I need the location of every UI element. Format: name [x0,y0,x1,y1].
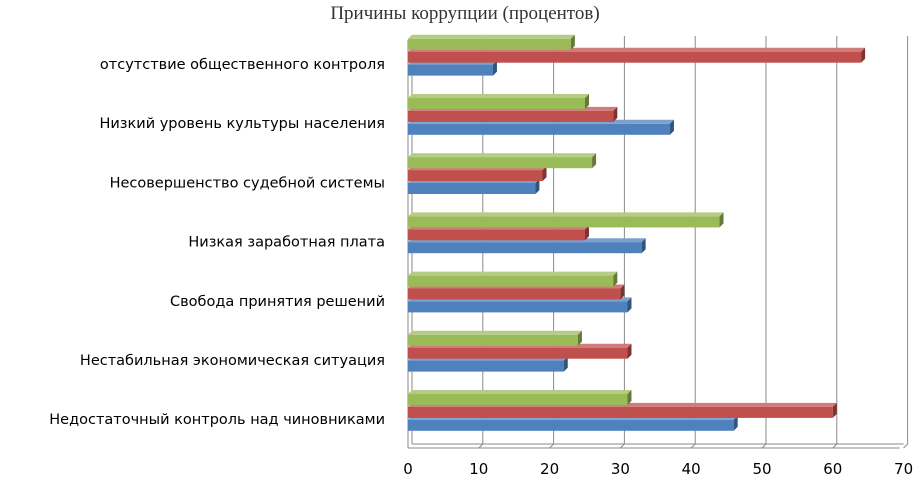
category-label: Нестабильная экономическая ситуация [80,353,385,369]
bar [408,153,597,169]
bar [408,179,540,194]
x-tick-label: 40 [682,460,701,478]
bar-end-face [570,34,575,50]
bar-front-face [408,394,628,405]
bar [408,212,724,228]
x-tick-label: 50 [752,460,771,478]
category-label: Низкий уровень культуры населения [99,116,385,132]
bar-end-face [492,60,497,76]
bar [408,225,589,241]
gridline-floor [549,443,554,449]
bar-end-face [627,343,632,359]
bar-front-face [408,51,862,63]
bar [408,297,632,313]
gridline-floor [478,443,484,449]
bar-top-face [408,390,632,394]
bar [408,390,632,405]
bar-front-face [408,275,614,287]
bar-end-face [627,390,632,405]
bar-end-face [669,119,674,135]
bar-front-face [408,360,564,372]
bar-end-face [627,297,632,313]
bar [408,402,837,418]
bar [408,166,547,182]
bar-front-face [408,406,833,418]
bar [408,94,589,109]
bar [408,330,582,346]
x-tick-label: 60 [823,460,842,478]
bar-top-face [408,34,575,39]
bar [408,106,618,122]
bar-end-face [719,212,724,228]
bar-front-face [408,110,614,122]
gridline-floor [620,443,625,449]
bar-end-face [620,284,625,300]
bar [408,238,646,254]
bar-front-face [408,98,585,109]
bar [408,34,575,50]
bar [408,60,497,76]
bar-end-face [577,330,582,346]
bar-top-face [408,153,597,158]
x-tick-label: 30 [611,460,630,478]
bar [408,343,632,359]
bar-end-face [733,415,738,431]
bar-front-face [408,216,720,228]
bar-end-face [535,179,540,194]
category-label: Недостаточный контроль над чиновниками [49,412,385,428]
bar-end-face [613,106,618,122]
bar-front-face [408,38,571,50]
gridline-floor [832,443,838,449]
category-label: Свобода принятия решений [170,294,385,310]
category-label: Несовершенство судебной системы [110,175,385,191]
bar [408,284,625,300]
bar-end-face [563,356,568,372]
bars [408,34,866,431]
bar-top-face [408,271,618,276]
x-tick-label: 10 [469,460,488,478]
bar [408,356,568,372]
bar-front-face [408,170,543,182]
bar-front-face [408,157,593,169]
bar-top-face [408,330,582,335]
bar-front-face [408,123,670,135]
bar-front-face [408,334,578,346]
bar [408,415,738,431]
category-label: Низкая заработная плата [188,235,385,251]
bar-front-face [408,419,734,431]
category-label: отсутствие общественного контроля [100,57,385,73]
bar-end-face [613,271,618,287]
bar-end-face [585,225,589,241]
bar-front-face [408,347,628,359]
bar-top-face [408,94,589,98]
x-tick-labels: 0 10 20 30 40 50 60 70 [403,460,913,478]
bar-front-face [408,288,621,300]
bar-end-face [832,402,837,418]
bar-front-face [408,242,642,254]
bar-front-face [408,183,536,194]
bar-end-face [585,94,589,109]
gridline-floor [690,443,696,449]
bar-end-face [641,238,646,254]
bar [408,271,618,287]
bar-front-face [408,301,628,313]
bar-top-face [408,212,724,217]
bar [408,119,674,135]
chart-title: Причины коррупции (процентов) [330,3,599,24]
x-tick-label: 20 [540,460,559,478]
gridline-floor [903,443,908,449]
gridline-floor [761,443,767,449]
bar-end-face [861,47,866,63]
category-labels: отсутствие общественного контроля Низкий … [49,57,385,428]
bar [408,47,866,63]
bar-end-face [592,153,597,169]
x-tick-label: 0 [403,460,413,478]
bar-end-face [542,166,547,182]
bar-front-face [408,64,493,76]
bar-front-face [408,229,585,241]
x-tick-label: 70 [894,460,913,478]
